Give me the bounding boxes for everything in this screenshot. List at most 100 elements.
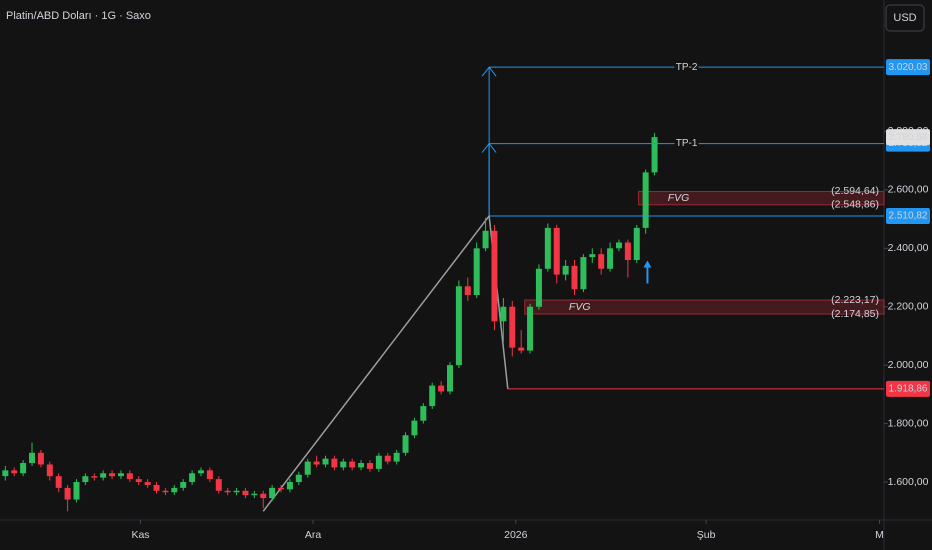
y-tick-label: 1.800,00 <box>888 417 929 429</box>
candle-body <box>20 463 27 474</box>
candle-body <box>100 473 107 478</box>
y-tick-label: 2.000,00 <box>888 359 929 371</box>
fvg-top-label: (2.223,17) <box>831 294 879 306</box>
candle-body <box>624 242 631 260</box>
candle-body <box>642 172 649 228</box>
candle-body <box>509 306 516 348</box>
price-line-label: TP-2 <box>676 62 698 73</box>
candle-body <box>633 227 640 260</box>
candle-body <box>313 461 320 465</box>
candle-body <box>2 470 9 477</box>
candle-body <box>651 137 658 173</box>
candle-body <box>366 463 373 469</box>
candle-body <box>464 286 471 296</box>
fvg-top-label: (2.594,64) <box>831 185 879 197</box>
candle-body <box>180 482 187 488</box>
candle-body <box>215 479 222 491</box>
candle-body <box>562 265 569 275</box>
candle-body <box>37 452 44 465</box>
candle-body <box>340 461 347 468</box>
x-tick-label: Kas <box>131 529 149 541</box>
candle-body <box>29 452 36 464</box>
candle-body <box>438 385 445 392</box>
candle-body <box>144 482 151 485</box>
candle-body <box>82 476 89 483</box>
candle-body <box>260 493 267 499</box>
candle-body <box>500 306 507 322</box>
price-tag <box>886 207 930 224</box>
price-line-label-bg <box>674 61 699 74</box>
candle-body <box>518 347 525 351</box>
candle-body <box>544 227 551 269</box>
y-tick-label: 2.200,00 <box>888 301 929 313</box>
candle-body <box>91 476 98 478</box>
candle-body <box>420 406 427 421</box>
x-tick-label: Ara <box>305 529 322 541</box>
candle-body <box>286 482 293 490</box>
candle-body <box>402 435 409 453</box>
price-tag-label: 2.510,82 <box>889 211 928 222</box>
candle-body <box>278 487 285 490</box>
candle-body <box>224 490 231 493</box>
fvg-bottom-label: (2.174,85) <box>831 308 879 320</box>
price-tag <box>886 59 930 76</box>
chart-title: Platin/ABD Doları · 1G · Saxo <box>6 10 151 22</box>
candle-body <box>447 365 454 392</box>
candle-body <box>171 487 178 493</box>
candle-body <box>607 248 614 269</box>
y-tick-label: 2.400,00 <box>888 242 929 254</box>
price-line-label-bg <box>674 137 699 150</box>
candle-body <box>322 458 329 465</box>
candle-body <box>269 487 276 499</box>
candle-body <box>375 455 382 469</box>
candle-body <box>153 484 160 491</box>
candle-body <box>189 473 196 483</box>
candle-body <box>233 490 240 493</box>
candle-body <box>473 248 480 296</box>
candle-body <box>11 470 18 474</box>
candle-body <box>429 385 436 407</box>
candle-body <box>455 286 462 366</box>
candle-body <box>117 473 124 477</box>
candle-body <box>55 476 62 488</box>
candle-body <box>589 254 596 258</box>
y-tick-label: 2.600,00 <box>888 184 929 196</box>
target-arrow-head <box>481 66 497 77</box>
candle-body <box>109 473 116 477</box>
x-tick-label: 2026 <box>504 529 528 541</box>
x-tick-label: Şub <box>697 529 716 541</box>
candle-body <box>580 257 587 290</box>
candle-body <box>349 461 356 468</box>
candle-body <box>126 473 133 480</box>
signal-arrow-head <box>643 260 652 268</box>
currency-button-label[interactable]: USD <box>893 12 916 24</box>
candle-body <box>251 493 258 496</box>
candle-body <box>553 227 560 275</box>
y-tick-label: 1.600,00 <box>888 476 929 488</box>
candle-body <box>571 265 578 290</box>
x-tick-label: M <box>875 529 884 541</box>
candle-body <box>46 464 53 477</box>
last-price-label: 2.780,56 <box>889 132 928 143</box>
candle-body <box>384 455 391 462</box>
fvg-zone <box>524 299 885 315</box>
price-tag-label: 3.020,03 <box>889 62 928 73</box>
candle-body <box>162 490 169 493</box>
candle-body <box>393 452 400 462</box>
candle-body <box>331 458 338 468</box>
price-tag-label: 1.918,86 <box>889 384 928 395</box>
candle-body <box>135 479 142 483</box>
price-line-label: TP-1 <box>676 138 698 149</box>
candle-body <box>242 490 249 496</box>
candle-body <box>206 470 213 480</box>
candle-body <box>64 487 71 500</box>
candle-body <box>411 420 418 436</box>
fvg-bottom-label: (2.548,86) <box>831 199 879 211</box>
fvg-label: FVG <box>668 192 690 204</box>
currency-button[interactable] <box>885 4 925 32</box>
fvg-zone <box>638 190 885 206</box>
candle-body <box>73 482 80 500</box>
candle-body <box>535 268 542 307</box>
